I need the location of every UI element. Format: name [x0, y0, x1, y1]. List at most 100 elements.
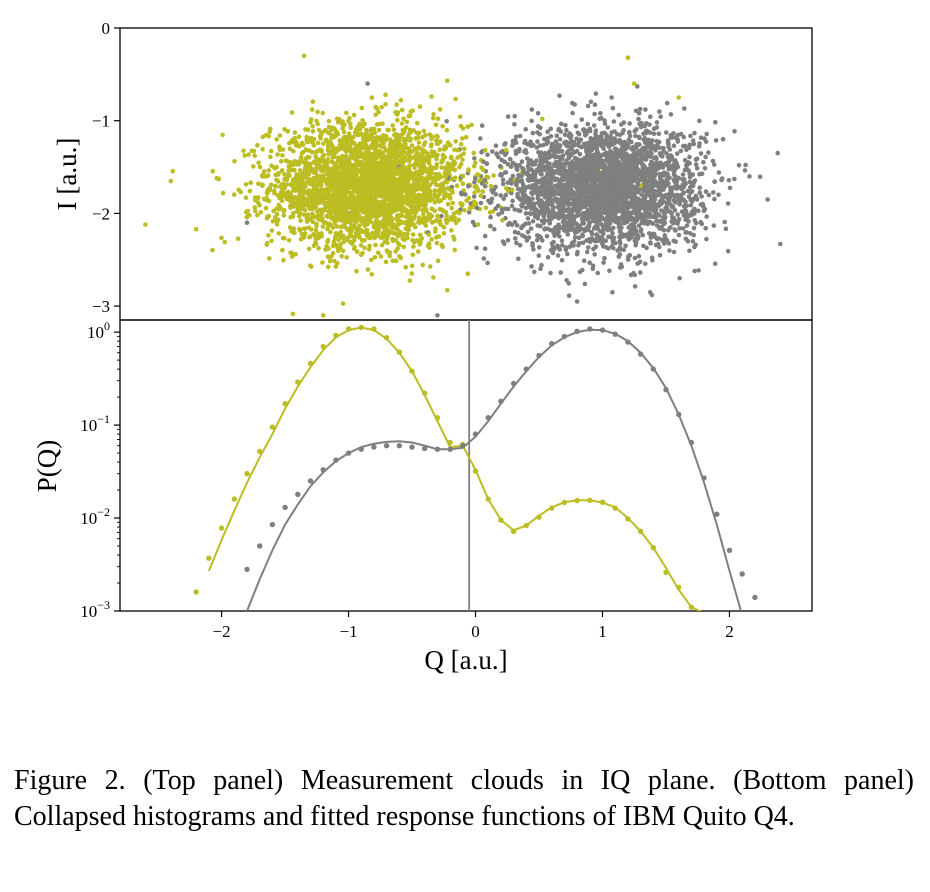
scatter-point: [414, 120, 420, 126]
scatter-point: [550, 187, 555, 192]
scatter-point: [266, 198, 272, 204]
scatter-point: [612, 138, 617, 143]
scatter-point: [434, 133, 440, 139]
scatter-point: [629, 166, 635, 171]
scatter-point: [636, 110, 642, 116]
scatter-point: [607, 150, 613, 156]
scatter-point: [297, 168, 303, 173]
scatter-point: [564, 127, 569, 133]
scatter-point: [219, 235, 224, 241]
scatter-point: [391, 188, 397, 194]
scatter-point: [244, 220, 250, 225]
scatter-point: [268, 182, 274, 187]
scatter-point: [577, 152, 583, 157]
scatter-point: [392, 226, 398, 231]
scatter-point: [586, 154, 592, 160]
scatter-point: [266, 233, 271, 238]
scatter-point: [369, 95, 375, 100]
scatter-point: [697, 185, 702, 190]
scatter-point: [429, 136, 434, 142]
scatter-point: [353, 144, 359, 150]
scatter-point: [193, 226, 199, 232]
scatter-point: [512, 122, 517, 127]
scatter-point: [615, 150, 621, 155]
scatter-point: [260, 146, 265, 152]
scatter-point: [346, 211, 351, 217]
scatter-point: [313, 228, 319, 233]
scatter-point: [496, 212, 501, 217]
scatter-point: [315, 140, 321, 146]
scatter-point: [507, 156, 513, 162]
scatter-point: [265, 214, 270, 219]
scatter-point: [647, 122, 652, 127]
scatter-point: [345, 235, 351, 240]
scatter-point: [484, 174, 489, 180]
scatter-point: [395, 218, 400, 223]
scatter-point: [460, 136, 465, 141]
scatter-point: [637, 106, 643, 112]
scatter-point: [368, 145, 374, 150]
scatter-point: [702, 166, 708, 171]
scatter-point: [544, 154, 550, 160]
scatter-point: [573, 149, 578, 155]
scatter-point: [339, 253, 345, 259]
scatter-point: [458, 161, 464, 167]
scatter-point: [420, 186, 426, 192]
scatter-point: [453, 139, 459, 144]
scatter-point: [411, 244, 416, 249]
scatter-point: [561, 200, 566, 205]
scatter-point: [603, 218, 609, 223]
scatter-point: [349, 138, 354, 143]
scatter-point: [494, 152, 499, 157]
scatter-point: [517, 146, 522, 152]
scatter-point: [276, 202, 282, 208]
scatter-point: [269, 228, 275, 233]
scatter-point: [306, 188, 312, 193]
scatter-point: [351, 112, 357, 118]
scatter-point: [332, 235, 338, 241]
scatter-point: [450, 200, 455, 206]
scatter-point: [500, 181, 506, 187]
scatter-point: [591, 226, 597, 231]
scatter-point: [563, 228, 568, 234]
scatter-point: [263, 205, 269, 211]
scatter-point: [691, 232, 696, 238]
scatter-point: [479, 123, 485, 128]
scatter-point: [586, 245, 591, 250]
scatter-point: [525, 229, 531, 235]
scatter-point: [555, 253, 561, 258]
scatter-point: [663, 130, 669, 135]
scatter-point: [364, 131, 370, 136]
scatter-point: [515, 191, 520, 197]
scatter-point: [297, 192, 302, 198]
scatter-point: [375, 161, 381, 166]
scatter-point: [529, 264, 534, 269]
scatter-point: [500, 177, 506, 183]
scatter-point: [439, 213, 444, 219]
scatter-point: [577, 269, 583, 275]
scatter-point: [675, 139, 681, 144]
scatter-point: [703, 189, 709, 194]
scatter-point: [397, 242, 402, 248]
scatter-point: [677, 226, 682, 231]
scatter-point: [369, 257, 374, 263]
scatter-point: [617, 252, 623, 257]
scatter-point: [657, 252, 663, 258]
scatter-point: [573, 141, 578, 147]
scatter-point: [220, 190, 226, 196]
scatter-point: [386, 127, 391, 133]
scatter-point: [260, 182, 265, 188]
scatter-point: [283, 158, 289, 163]
scatter-point: [379, 140, 385, 145]
scatter-point: [445, 161, 451, 166]
scatter-point: [557, 137, 563, 142]
scatter-point: [675, 212, 680, 217]
scatter-point: [642, 179, 647, 185]
scatter-point: [582, 228, 588, 233]
scatter-point: [433, 171, 438, 177]
scatter-point: [460, 173, 466, 179]
scatter-point: [275, 192, 281, 198]
scatter-point: [627, 121, 632, 126]
scatter-point: [684, 208, 689, 214]
scatter-point: [351, 246, 357, 251]
